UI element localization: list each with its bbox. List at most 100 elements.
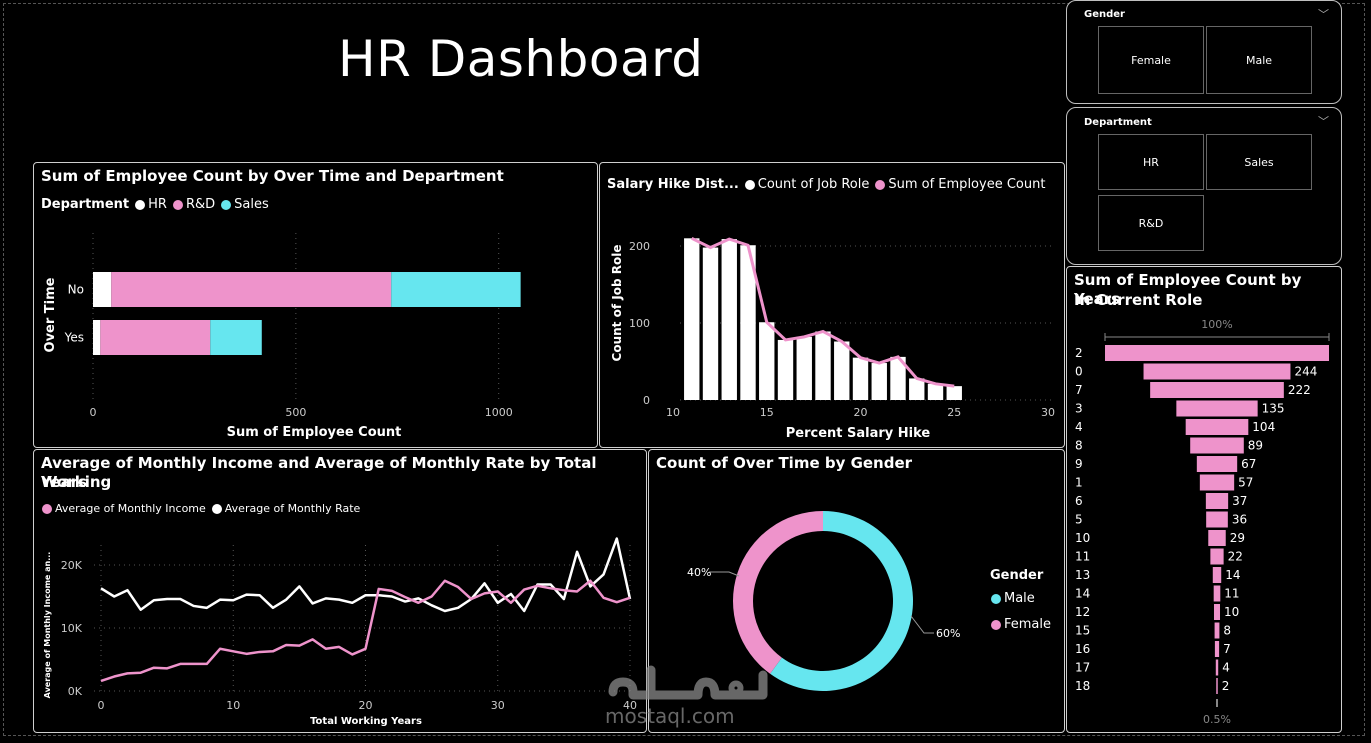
legend-dot-count	[744, 179, 755, 190]
y-tick-label: 100	[629, 317, 650, 330]
gender-legend-male: Male	[985, 591, 1035, 606]
funnel-bar	[1216, 678, 1218, 694]
funnel-bar	[1214, 641, 1220, 657]
funnel-value-label: 4	[1222, 661, 1230, 675]
gender-chart-title: Count of Over Time by Gender	[656, 454, 913, 472]
y-tick-label: 20K	[61, 559, 83, 572]
overtime-chart-plot: 0 500 1000 No Yes Sum of Employee Count Over T…	[43, 233, 521, 440]
funnel-category-label: 16	[1075, 642, 1090, 656]
funnel-bar	[1214, 622, 1220, 639]
funnel-value-label: 57	[1238, 476, 1253, 490]
x-tick-label: 1000	[485, 406, 513, 419]
funnel-bar	[1150, 382, 1284, 398]
y-tick-label: 0	[643, 394, 650, 407]
bar-salary-hike	[852, 357, 869, 400]
funnel-category-label: 3	[1075, 402, 1083, 416]
data-label-female: 40%	[687, 566, 711, 579]
slicer-option-female[interactable]: Female	[1098, 26, 1204, 94]
bar-rd-yes	[100, 320, 211, 355]
funnel-bar	[1206, 511, 1228, 528]
years-in-role-funnel[interactable]: Sum of Employee Count by Years In Curren…	[1066, 266, 1342, 733]
legend-label-male: Male	[1004, 591, 1035, 606]
funnel-category-label: 5	[1075, 513, 1083, 527]
funnel-bar	[1205, 493, 1229, 509]
funnel-category-label: 14	[1075, 587, 1090, 601]
legend-dot-income	[42, 503, 52, 514]
bar-sales-no	[391, 272, 521, 307]
income-chart-legend: Average of Monthly Income Average of Mon…	[36, 502, 360, 515]
chevron-down-icon[interactable]: ﹀	[1318, 8, 1329, 21]
funnel-bar	[1105, 345, 1329, 361]
funnel-category-label: 8	[1075, 439, 1083, 453]
funnel-bar	[1185, 419, 1249, 435]
funnel-value-label: 67	[1241, 457, 1256, 471]
gender-legend-title: Gender	[990, 568, 1043, 583]
funnel-category-label: 4	[1075, 420, 1083, 434]
data-label-male: 60%	[936, 627, 960, 640]
svg-text:mostaql.com: mostaql.com	[605, 704, 735, 728]
canvas-border	[3, 3, 1365, 736]
funnel-bar	[1199, 474, 1235, 491]
salary-chart-plot: 0 100 200 10 15 20 25 30 Percent Salary Hike Coun…	[610, 236, 1055, 441]
slicer-option-hr[interactable]: HR	[1098, 134, 1204, 190]
funnel-value-label: 244	[1294, 365, 1317, 379]
legend-dot-rate	[211, 503, 222, 514]
page-title: HR Dashboard	[338, 30, 704, 88]
slicer-option-male[interactable]: Male	[1206, 26, 1312, 94]
funnel-value-label: 11	[1224, 587, 1239, 601]
donut-slice-male	[770, 511, 913, 691]
overtime-chart-title: Sum of Employee Count by Over Time and D…	[41, 167, 504, 185]
legend-label-sales: Sales	[234, 197, 269, 212]
bar-salary-hike	[890, 356, 906, 400]
bar-sales-yes	[210, 320, 262, 355]
x-tick-label: 10	[226, 699, 240, 712]
funnel-category-label: 6	[1075, 494, 1083, 508]
slicer-option-rd[interactable]: R&D	[1098, 195, 1204, 251]
chevron-down-icon[interactable]: ﹀	[1318, 115, 1329, 128]
funnel-value-label: 7	[1223, 642, 1231, 656]
funnel-category-label: 11	[1075, 550, 1090, 564]
bar-salary-hike	[796, 336, 812, 400]
income-rate-chart[interactable]: Average of Monthly Income and Average of…	[33, 449, 647, 733]
overtime-department-chart[interactable]: Sum of Employee Count by Over Time and D…	[33, 162, 598, 448]
gender-slicer-label: Gender	[1084, 9, 1125, 20]
leader-line-male	[910, 615, 934, 634]
slicer-option-sales[interactable]: Sales	[1206, 134, 1312, 190]
income-chart-plot: 0K 10K 20K 0 10 20 30 40 Total Working Years Aver…	[43, 537, 637, 727]
bar-salary-hike	[684, 238, 700, 400]
funnel-value-label: 36	[1232, 513, 1247, 527]
salary-hike-chart[interactable]: Salary Hike Dist... Count of Job Role Su…	[599, 162, 1065, 448]
bar-salary-hike	[759, 322, 775, 400]
legend-dot-rd	[172, 199, 183, 210]
x-tick-label: 40	[623, 699, 637, 712]
x-tick-label: 30	[1041, 406, 1055, 419]
x-tick-label: 25	[947, 406, 961, 419]
funnel-value-label: 14	[1225, 568, 1240, 582]
income-chart-title-line1: Average of Monthly Income and Average of…	[41, 454, 597, 491]
x-axis-label: Total Working Years	[310, 716, 422, 727]
leader-line-female	[709, 571, 740, 577]
bar-salary-hike	[721, 239, 737, 400]
salary-chart-legend: Salary Hike Dist... Count of Job Role Su…	[607, 177, 1045, 192]
x-tick-label: 500	[285, 406, 306, 419]
funnel-bar	[1213, 585, 1221, 602]
legend-dot-hr	[135, 199, 146, 210]
funnel-bar	[1212, 567, 1222, 583]
funnel-value-label: 22	[1228, 550, 1243, 564]
legend-label-income: Average of Monthly Income	[55, 502, 206, 515]
bar-salary-hike	[909, 378, 925, 400]
funnel-category-label: 1	[1075, 476, 1083, 490]
income-chart-title-line2: Years	[41, 473, 88, 491]
department-slicer-label: Department	[1084, 117, 1152, 128]
x-tick-label: 0	[98, 699, 105, 712]
funnel-top-label: 100%	[1201, 318, 1232, 331]
funnel-category-label: 18	[1075, 679, 1090, 693]
funnel-category-label: 15	[1075, 624, 1090, 638]
overtime-chart-legend: Department HR R&D Sales	[41, 197, 269, 212]
funnel-bar	[1215, 659, 1219, 676]
x-tick-label: 10	[666, 406, 680, 419]
department-slicer: Department ﹀ HR Sales R&D	[1066, 107, 1342, 265]
y-axis-label: Average of Monthly Income an...	[43, 552, 52, 699]
